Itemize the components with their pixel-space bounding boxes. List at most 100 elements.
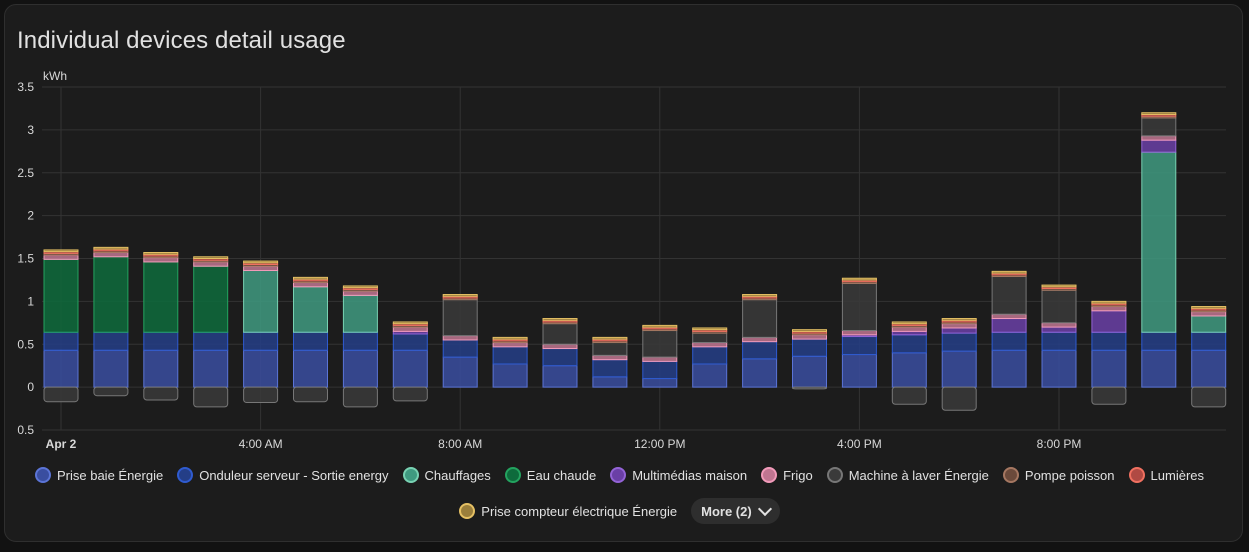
bar-segment [1191, 315, 1227, 333]
bar-segment [592, 359, 628, 378]
bar-segment [742, 299, 778, 338]
bar-segment [642, 360, 678, 380]
legend-item[interactable]: Pompe poisson [1002, 467, 1115, 483]
bar-segment [991, 331, 1027, 351]
bar-segment [642, 356, 678, 362]
bar-segment [1141, 112, 1177, 115]
bar-segment [792, 338, 827, 357]
legend-item[interactable]: Machine à laver Énergie [826, 467, 989, 483]
y-tick-label: 2 [27, 209, 34, 223]
legend-swatch-icon [34, 467, 51, 483]
legend-swatch-icon [459, 503, 476, 519]
legend-item[interactable]: Prise compteur électrique Énergie [459, 503, 677, 519]
bar-segment [841, 330, 877, 336]
bar-segment [891, 352, 927, 388]
bar-segment [442, 356, 478, 388]
bar-segment [991, 276, 1027, 315]
stacked-bar-chart: 3.5 3 2.5 2 1.5 1 0.5 0 0.5 kWh Apr 2 4:00 AM 8:00 A… [17, 69, 1227, 451]
legend-swatch-icon [610, 467, 627, 483]
bar-segment [841, 354, 877, 388]
bar-segment [143, 257, 179, 263]
bar-segment [1141, 349, 1177, 388]
legend-item[interactable]: Onduleur serveur - Sortie energy [177, 467, 389, 483]
legend-swatch-icon [761, 467, 778, 483]
x-tick-label: 8:00 AM [438, 437, 482, 451]
legend-item[interactable]: Frigo [761, 467, 813, 483]
bar-segment [941, 332, 977, 352]
bar-segment [243, 265, 279, 272]
bar-segment [941, 318, 977, 321]
bar-segment [93, 331, 129, 351]
bar-segment [692, 346, 728, 365]
bar-segment [143, 331, 179, 351]
bar-segment [243, 331, 279, 351]
legend-row: Prise compteur électrique Énergie More (… [0, 498, 1239, 524]
y-tick-label: 1 [27, 294, 34, 308]
bar-segment [592, 376, 628, 388]
bar-segment [93, 246, 129, 250]
bar-segment [891, 334, 927, 354]
bar-segment [43, 349, 79, 388]
bar-segment [1091, 310, 1127, 333]
bar-segment [1091, 306, 1127, 312]
bar-segment [93, 251, 129, 258]
y-tick-label: 1.5 [17, 252, 34, 266]
x-tick-label: 4:00 AM [239, 437, 283, 451]
bar-segment-negative [293, 386, 328, 403]
bar-segment [1141, 151, 1177, 333]
bar-segment [93, 349, 129, 388]
bar-segment [642, 324, 678, 328]
bar-segment [1191, 331, 1227, 351]
bar-segment [342, 294, 378, 333]
bar-segment [941, 350, 977, 388]
bar-segment [941, 323, 977, 329]
bar-segment [1191, 349, 1227, 388]
bar-segment-negative [193, 386, 229, 408]
bar-segment [542, 323, 578, 345]
bar-segment-negative [941, 386, 977, 411]
bar-segment [542, 365, 578, 388]
legend-item[interactable]: Lumières [1128, 467, 1204, 483]
legend-item[interactable]: Eau chaude [504, 467, 597, 483]
bar-segment [1091, 331, 1127, 351]
bar-segment [342, 290, 378, 296]
bar-segment [692, 342, 728, 348]
bar-segment-negative [1191, 386, 1227, 408]
legend-label: Prise compteur électrique Énergie [481, 503, 678, 519]
bar-segment [492, 346, 528, 365]
bar-segment [592, 342, 628, 356]
bar-segment [293, 276, 328, 280]
bar-segment-negative [143, 386, 179, 401]
bar-segment [143, 261, 179, 333]
bar-segment [841, 277, 877, 281]
bar-segment [642, 330, 678, 358]
bar-segment [392, 326, 428, 332]
legend-label: Frigo [783, 467, 813, 483]
bar-segment [742, 358, 778, 388]
legend-item[interactable]: Prise baie Énergie [34, 467, 163, 483]
bar-segment [143, 251, 179, 255]
bar-segment [841, 336, 877, 356]
bar-segment-negative [891, 386, 927, 405]
legend-label: Eau chaude [526, 467, 597, 483]
bar-segment [293, 286, 328, 333]
bar-segment [542, 318, 578, 321]
legend-more-button[interactable]: More (2) [691, 498, 780, 524]
bar-segment [1191, 306, 1227, 309]
bar-segment [891, 321, 927, 325]
bar-segment [592, 354, 628, 361]
bar-segment [542, 343, 578, 350]
y-tick-label: 0.5 [17, 423, 34, 437]
bar-segment [792, 355, 827, 388]
bar-segment [442, 339, 478, 358]
bar-segment [492, 342, 528, 348]
bar-segment [492, 336, 528, 340]
bar-segment [43, 254, 79, 260]
bar-segment [1041, 322, 1077, 328]
bar-segment [1041, 289, 1077, 324]
legend-item[interactable]: Multimédias maison [610, 467, 747, 483]
bar-segment [243, 349, 279, 388]
bar-segment-negative [93, 386, 129, 397]
bar-segment [1141, 331, 1177, 351]
legend-item[interactable]: Chauffages [402, 467, 491, 483]
